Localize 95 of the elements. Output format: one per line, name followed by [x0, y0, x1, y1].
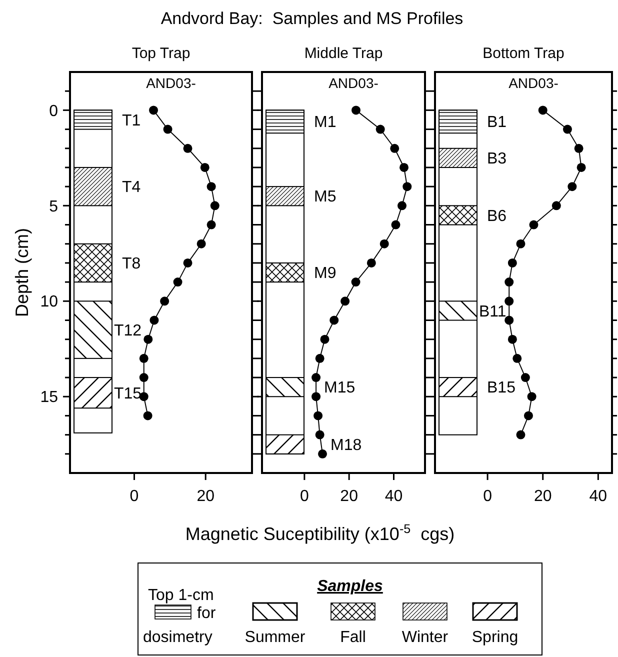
point [196, 239, 206, 248]
point [538, 106, 548, 115]
point [576, 162, 586, 172]
x-tick-label: 40 [384, 488, 403, 505]
x-tick-label: 40 [589, 488, 608, 505]
text: Fall [340, 629, 366, 646]
point [402, 182, 412, 192]
x-axis-title: Magnetic Suceptibility (x10$^{-5}$ cgs) [185, 522, 455, 544]
text: Spring [472, 629, 518, 646]
band-label: B1 [487, 114, 507, 132]
point [183, 258, 192, 268]
band-label: T8 [122, 256, 141, 273]
chart-title: Andvord Bay: Samples and MS Profiles [160, 9, 464, 28]
point [376, 124, 385, 134]
point [143, 411, 152, 420]
point [340, 296, 350, 306]
point [312, 373, 321, 382]
point [398, 201, 406, 210]
x-tick-label: 20 [340, 488, 358, 505]
point [206, 220, 216, 230]
point [330, 316, 339, 325]
point [512, 354, 522, 363]
point [504, 296, 514, 306]
band-label: M18 [330, 436, 362, 454]
point [524, 411, 533, 420]
y-axis-title: Depth (cm) [12, 228, 32, 318]
band-label: T12 [114, 322, 142, 340]
point [150, 316, 159, 325]
chart-subtitle: Middle Trap [304, 45, 383, 62]
point [183, 144, 192, 153]
band-label: B15 [487, 380, 516, 397]
point [351, 278, 360, 287]
point [315, 354, 324, 363]
point [504, 278, 514, 287]
point [139, 373, 148, 382]
point [144, 334, 153, 344]
point [380, 239, 389, 248]
annotation: AND03- [328, 75, 379, 91]
point [366, 258, 376, 268]
x-tick-label: 20 [196, 488, 215, 505]
annotation: AND03- [508, 75, 559, 91]
point [504, 316, 514, 325]
point [508, 258, 517, 268]
text: Winter [402, 629, 449, 646]
point [149, 106, 158, 115]
point [529, 220, 538, 230]
band-label: T15 [114, 385, 142, 402]
point [315, 430, 324, 440]
point [527, 392, 536, 402]
point [516, 430, 526, 440]
point [200, 162, 210, 172]
text: Summer [244, 629, 306, 646]
point [314, 411, 323, 420]
point [552, 201, 561, 210]
point [352, 106, 361, 115]
point [139, 354, 148, 363]
point [206, 182, 216, 192]
band-label: T4 [122, 179, 141, 196]
point [520, 373, 530, 382]
y-tick-label: 15 [40, 389, 58, 406]
y-tick-label: 5 [49, 198, 58, 216]
band-label: M5 [314, 188, 336, 206]
point [562, 124, 572, 134]
text: Samples [317, 578, 384, 595]
text: Top 1-cm for dosimetry [143, 587, 216, 646]
band-label: B3 [487, 150, 507, 168]
point [318, 449, 328, 458]
point [516, 239, 526, 248]
point [320, 334, 330, 344]
band-label: M1 [314, 114, 336, 132]
band-label: B6 [487, 208, 507, 225]
point [508, 334, 517, 344]
band-label: T1 [122, 112, 141, 130]
point [210, 201, 220, 210]
point [163, 124, 172, 134]
y-tick-label: 0 [49, 102, 58, 120]
point [160, 296, 170, 306]
point [173, 278, 182, 287]
chart-subtitle: Top Trap [132, 45, 190, 62]
point [390, 144, 400, 153]
band-label: M9 [314, 265, 336, 282]
point [400, 162, 409, 172]
y-tick-label: 10 [40, 294, 58, 311]
x-tick-label: 0 [300, 488, 309, 505]
band-label: B11 [479, 303, 506, 320]
x-tick-label: 0 [130, 488, 139, 505]
band-label: M15 [324, 380, 356, 397]
point [312, 392, 321, 402]
x-tick-label: 0 [483, 488, 492, 505]
point [574, 144, 584, 153]
x-tick-label: 20 [534, 488, 552, 505]
annotation: AND03- [146, 75, 196, 91]
chart-subtitle: Bottom Trap [482, 45, 564, 62]
point [391, 220, 400, 230]
point [568, 182, 577, 192]
